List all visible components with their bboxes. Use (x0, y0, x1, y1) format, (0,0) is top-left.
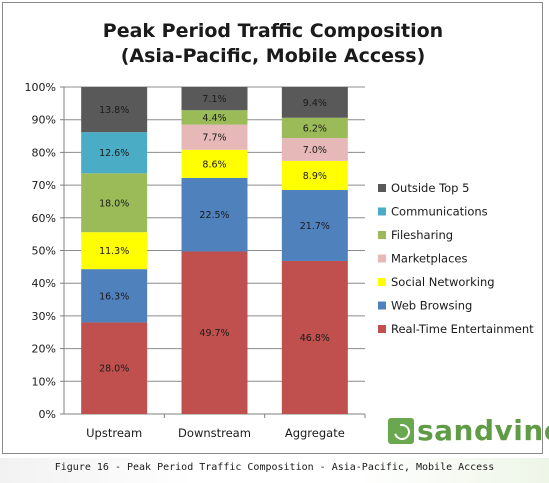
legend-label: Communications (391, 205, 488, 219)
bar-segment (281, 138, 348, 161)
bar-segment (81, 87, 148, 133)
legend-label: Marketplaces (391, 252, 467, 266)
sandvine-mark-icon (388, 417, 414, 444)
bar-segment (81, 132, 148, 174)
data-label: 28.0% (99, 364, 129, 375)
y-tick-label: 90% (32, 114, 56, 127)
data-label: 8.6% (202, 159, 226, 170)
data-label: 12.6% (99, 148, 129, 159)
data-label: 9.4% (303, 98, 327, 109)
bar-segment (181, 149, 248, 178)
stacked-bar-chart: Peak Period Traffic Composition (Asia-Pa… (25, 20, 535, 440)
legend-label: Web Browsing (391, 299, 472, 313)
legend-swatch (378, 278, 386, 286)
y-tick-label: 50% (32, 245, 56, 258)
footer-band (0, 458, 549, 483)
bar-segment (81, 269, 148, 323)
bar-segment (181, 110, 248, 125)
y-tick-label: 60% (32, 212, 56, 225)
data-label: 49.7% (199, 328, 229, 339)
bar-segment (281, 260, 348, 414)
bar-segment (181, 177, 248, 252)
data-label: 8.9% (303, 171, 327, 182)
data-label: 18.0% (99, 198, 129, 209)
bar-segment (281, 160, 348, 191)
data-label: 21.7% (300, 221, 330, 232)
data-label: 7.1% (202, 94, 226, 105)
legend-label: Outside Top 5 (391, 181, 469, 195)
legend-swatch (378, 301, 386, 310)
chart-title: Peak Period Traffic Composition (103, 20, 443, 42)
data-label: 4.4% (202, 113, 226, 124)
bar-segment (181, 87, 248, 111)
y-tick-label: 80% (32, 146, 56, 159)
data-label: 7.7% (202, 133, 226, 144)
y-tick-label: 10% (32, 375, 56, 388)
data-label: 7.0% (303, 145, 327, 156)
chart-subtitle: (Asia-Pacific, Mobile Access) (121, 45, 426, 67)
bar-segment (81, 232, 148, 270)
y-tick-label: 30% (32, 310, 56, 323)
sandvine-logo-text: sandvine (417, 414, 549, 447)
x-category-label: Downstream (178, 426, 251, 440)
bar-segment (281, 190, 348, 261)
data-label: 46.8% (300, 333, 330, 344)
bar-segment (81, 173, 148, 233)
legend-swatch (378, 325, 386, 333)
y-tick-label: 100% (25, 81, 56, 94)
data-label: 13.8% (99, 105, 129, 116)
x-category-label: Aggregate (285, 426, 345, 440)
bar-segment (181, 251, 248, 414)
figure-caption: Figure 16 - Peak Period Traffic Composit… (54, 462, 495, 473)
legend-swatch (378, 231, 386, 239)
legend-label: Real-Time Entertainment (391, 322, 534, 336)
data-labels: 28.0% 16.3% 11.3% 18.0% 12.6% 13.8% 49.7% 22.5%… (99, 94, 330, 375)
legend-swatch (378, 184, 386, 192)
x-category-label: Upstream (86, 426, 142, 440)
y-tick-label: 70% (32, 179, 56, 192)
data-label: 22.5% (199, 210, 229, 221)
y-tick-label: 20% (32, 343, 56, 356)
y-tick-label: 40% (32, 277, 56, 290)
bar-segment (281, 117, 348, 139)
legend-swatch (378, 254, 386, 263)
data-label: 16.3% (99, 291, 129, 302)
legend-label: Filesharing (391, 228, 453, 242)
bar-segment (181, 124, 248, 150)
sandvine-logo: sandvine (388, 414, 549, 447)
legend: Outside Top 5 Communications Filesharing Ma… (378, 181, 534, 336)
data-label: 11.3% (99, 246, 129, 257)
legend-label: Social Networking (391, 275, 495, 289)
data-label: 6.2% (303, 123, 327, 134)
y-tick-label: 0% (39, 408, 56, 421)
bar-segment (281, 87, 348, 118)
bars (81, 87, 348, 414)
bar-segment (81, 322, 148, 414)
legend-swatch (378, 207, 386, 216)
